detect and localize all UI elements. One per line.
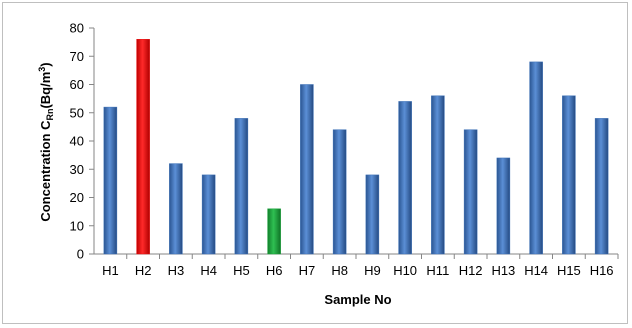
bars (103, 39, 609, 255)
y-tick-label: 80 (70, 21, 84, 36)
bar-h11 (431, 95, 445, 255)
bar-h16 (594, 118, 609, 255)
x-tick-label: H5 (233, 263, 250, 278)
bar-h4 (201, 174, 216, 255)
y-axis-title-main: Concentration C (38, 120, 53, 222)
y-axis-title-close: ) (38, 62, 53, 66)
y-tick-label: 0 (77, 247, 84, 262)
y-tick-label: 10 (70, 218, 84, 233)
bar-h12 (463, 129, 478, 255)
bar-h5 (234, 118, 249, 255)
x-tick-label: H3 (168, 263, 185, 278)
x-tick-label: H15 (557, 263, 581, 278)
bar-h7 (300, 84, 314, 255)
x-tick-label: H6 (266, 263, 283, 278)
bar-h2 (136, 39, 150, 255)
y-axis-title-sub: Rn (45, 109, 55, 121)
bar-h9 (365, 174, 380, 255)
x-tick-label: H11 (426, 263, 449, 278)
bar-h8 (332, 129, 347, 255)
x-tick-label: H4 (200, 263, 217, 278)
x-tick-label: H14 (524, 263, 548, 278)
x-tick-label: H1 (102, 263, 119, 278)
y-axis-title-sup: 3 (37, 67, 47, 72)
bar-h3 (169, 163, 183, 255)
y-tick-label: 70 (70, 49, 84, 64)
x-axis: H1 H2 H3 H4 H5 H6 H7 H8 H9 H10 H11 H12 H13 H14 H15 H16 (94, 253, 619, 278)
x-tick-label: H12 (459, 263, 483, 278)
y-tick-label: 30 (70, 162, 84, 177)
y-tick-label: 20 (70, 190, 84, 205)
x-tick-label: H8 (331, 263, 348, 278)
bar-h1 (103, 106, 118, 255)
bar-h13 (496, 157, 511, 255)
y-tick-label: 50 (70, 105, 84, 120)
x-tick-label: H16 (590, 263, 614, 278)
bar-h10 (398, 101, 412, 255)
x-axis-title: Sample No (324, 292, 391, 307)
bar-h15 (562, 95, 576, 255)
y-tick-label: 40 (70, 134, 84, 149)
x-tick-label: H9 (364, 263, 381, 278)
y-axis: 0 10 20 30 40 50 60 70 80 (70, 21, 95, 262)
x-tick-label: H10 (393, 263, 417, 278)
x-tick-label: H2 (135, 263, 152, 278)
x-tick-label: H7 (299, 263, 316, 278)
y-tick-label: 60 (70, 77, 84, 92)
y-axis-title-unit: (Bq/m (38, 72, 53, 109)
x-tick-label: H13 (491, 263, 515, 278)
bar-h14 (529, 61, 543, 255)
y-axis-title: Concentration CRn(Bq/m3) (37, 62, 55, 221)
bar-h6 (267, 208, 281, 255)
